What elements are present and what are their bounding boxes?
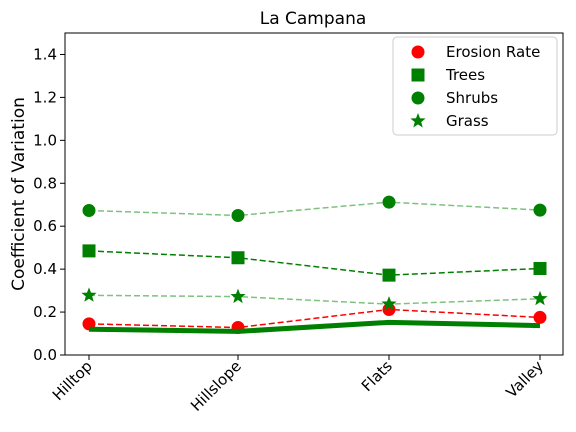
x-tick-label: Hillslope xyxy=(187,357,245,415)
data-point xyxy=(382,268,396,282)
data-point xyxy=(82,244,96,258)
legend-label: Trees xyxy=(445,66,485,84)
y-tick-label: 1.0 xyxy=(33,131,57,149)
data-point xyxy=(231,208,245,222)
series-line xyxy=(88,250,541,276)
legend-label: Shrubs xyxy=(446,89,498,107)
series-line xyxy=(88,201,541,217)
data-point xyxy=(532,290,548,306)
data-point xyxy=(533,261,547,275)
legend-label: Grass xyxy=(446,112,489,130)
data-point xyxy=(382,195,396,209)
y-tick-label: 1.4 xyxy=(33,45,57,63)
data-point xyxy=(82,204,96,218)
series-4 xyxy=(88,319,541,334)
legend: Erosion Rate Trees Shrubs Grass xyxy=(392,36,558,136)
chart-title: La Campana xyxy=(260,9,367,29)
y-tick-label: 0.6 xyxy=(33,217,57,235)
legend-label: Erosion Rate xyxy=(446,43,540,61)
y-tick-label: 1.2 xyxy=(33,88,57,106)
series-2 xyxy=(82,195,547,222)
y-tick-label: 0.0 xyxy=(33,346,57,364)
y-axis-label: Coefficient of Variation xyxy=(9,97,29,291)
y-tick-label: 0.8 xyxy=(33,174,57,192)
y-tick-label: 0.2 xyxy=(33,303,57,321)
data-point xyxy=(231,251,245,265)
data-point xyxy=(230,288,246,304)
legend-marker xyxy=(411,68,425,82)
series-line xyxy=(88,294,541,305)
series-3 xyxy=(81,287,548,311)
legend-box xyxy=(392,36,558,136)
series-1 xyxy=(82,244,547,282)
series-line xyxy=(88,308,541,329)
legend-marker xyxy=(410,113,426,128)
series-line xyxy=(88,319,541,334)
x-tick-label: Flats xyxy=(358,357,396,395)
data-point xyxy=(381,296,397,311)
data-point xyxy=(533,310,547,324)
x-tick-label: Hilltop xyxy=(49,357,96,404)
legend-marker xyxy=(411,45,425,59)
x-tick-label: Valley xyxy=(502,357,546,401)
plot-frame xyxy=(64,32,564,356)
data-point xyxy=(533,203,547,217)
series-layer xyxy=(81,195,548,335)
y-tick-label: 0.4 xyxy=(33,260,57,278)
data-point xyxy=(81,287,97,302)
legend-marker xyxy=(411,91,425,105)
